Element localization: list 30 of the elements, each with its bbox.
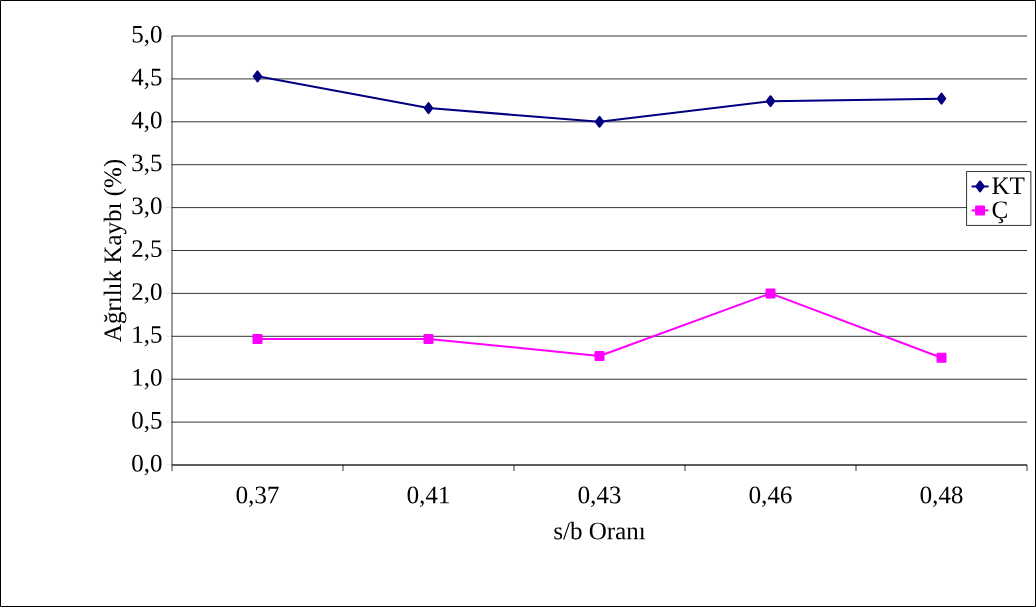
y-tick-label: 3,0 — [132, 197, 162, 218]
legend-label: KT — [992, 177, 1025, 194]
y-tick-label: 1,5 — [133, 326, 162, 347]
y-tick-label: 2,5 — [132, 240, 162, 261]
x-tick-label: 0,37 — [236, 486, 279, 507]
x-tick-label: 0,46 — [749, 486, 792, 507]
x-axis-title: s/b Oranı — [554, 521, 646, 540]
point — [765, 95, 776, 108]
x-tick-label: 0,43 — [578, 486, 621, 507]
point — [594, 351, 605, 362]
point — [936, 92, 947, 105]
y-tick-label: 2,0 — [132, 283, 162, 304]
y-axis-title: Ağrılık Kaybı (%) — [103, 159, 127, 342]
point — [252, 333, 263, 344]
y-tick-label: 0,0 — [132, 454, 162, 476]
legend-label: Ç — [992, 201, 1007, 224]
point — [423, 333, 434, 344]
y-tick-label: 3,5 — [132, 154, 162, 175]
y-tick-label: 1,0 — [133, 368, 162, 390]
point — [765, 288, 776, 299]
y-tick-label: 4,5 — [131, 68, 162, 90]
x-tick-label: 0,48 — [920, 486, 963, 507]
x-tick-label: 0,41 — [407, 486, 449, 507]
y-tick-label: 0,5 — [132, 411, 162, 433]
y-tick-label: 4,0 — [131, 111, 162, 133]
point — [252, 70, 263, 83]
point — [423, 102, 434, 115]
point — [936, 352, 947, 363]
y-tick-label: 5,0 — [132, 25, 162, 47]
point — [594, 115, 605, 128]
